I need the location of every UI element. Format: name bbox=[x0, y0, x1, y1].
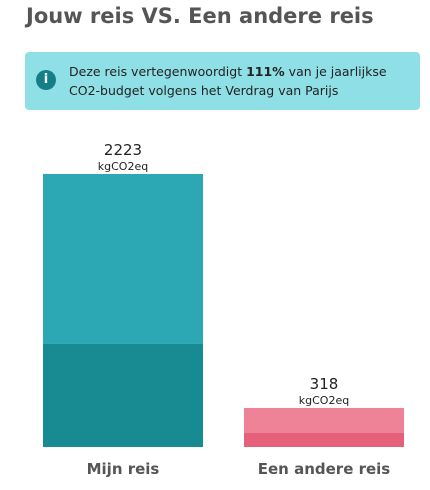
info-icon: i bbox=[36, 70, 56, 90]
bar-segment bbox=[43, 174, 203, 344]
info-text-part: van je jaarlijkse bbox=[284, 64, 387, 79]
bar-segment bbox=[244, 433, 404, 447]
info-box: i Deze reis vertegenwoordigt 111% van je… bbox=[25, 52, 420, 110]
total-label: 318 bbox=[310, 375, 339, 393]
info-highlight: 111% bbox=[246, 64, 285, 79]
info-text-part: Deze reis vertegenwoordigt bbox=[69, 64, 247, 79]
info-text-part: CO2-budget volgens het Verdrag van Parij… bbox=[69, 83, 339, 98]
x-tick-label: Mijn reis bbox=[87, 460, 160, 478]
title: Jouw reis VS. Een andere reis bbox=[26, 4, 374, 28]
unit-label: kgCO2eq bbox=[299, 394, 349, 407]
total-label: 2223 bbox=[104, 141, 142, 159]
bar-segment bbox=[43, 343, 203, 447]
bar-segment bbox=[244, 407, 404, 433]
info-text: Deze reis vertegenwoordigt 111% van je j… bbox=[69, 62, 387, 100]
unit-label: kgCO2eq bbox=[98, 160, 148, 173]
x-tick-label: Een andere reis bbox=[258, 460, 391, 478]
